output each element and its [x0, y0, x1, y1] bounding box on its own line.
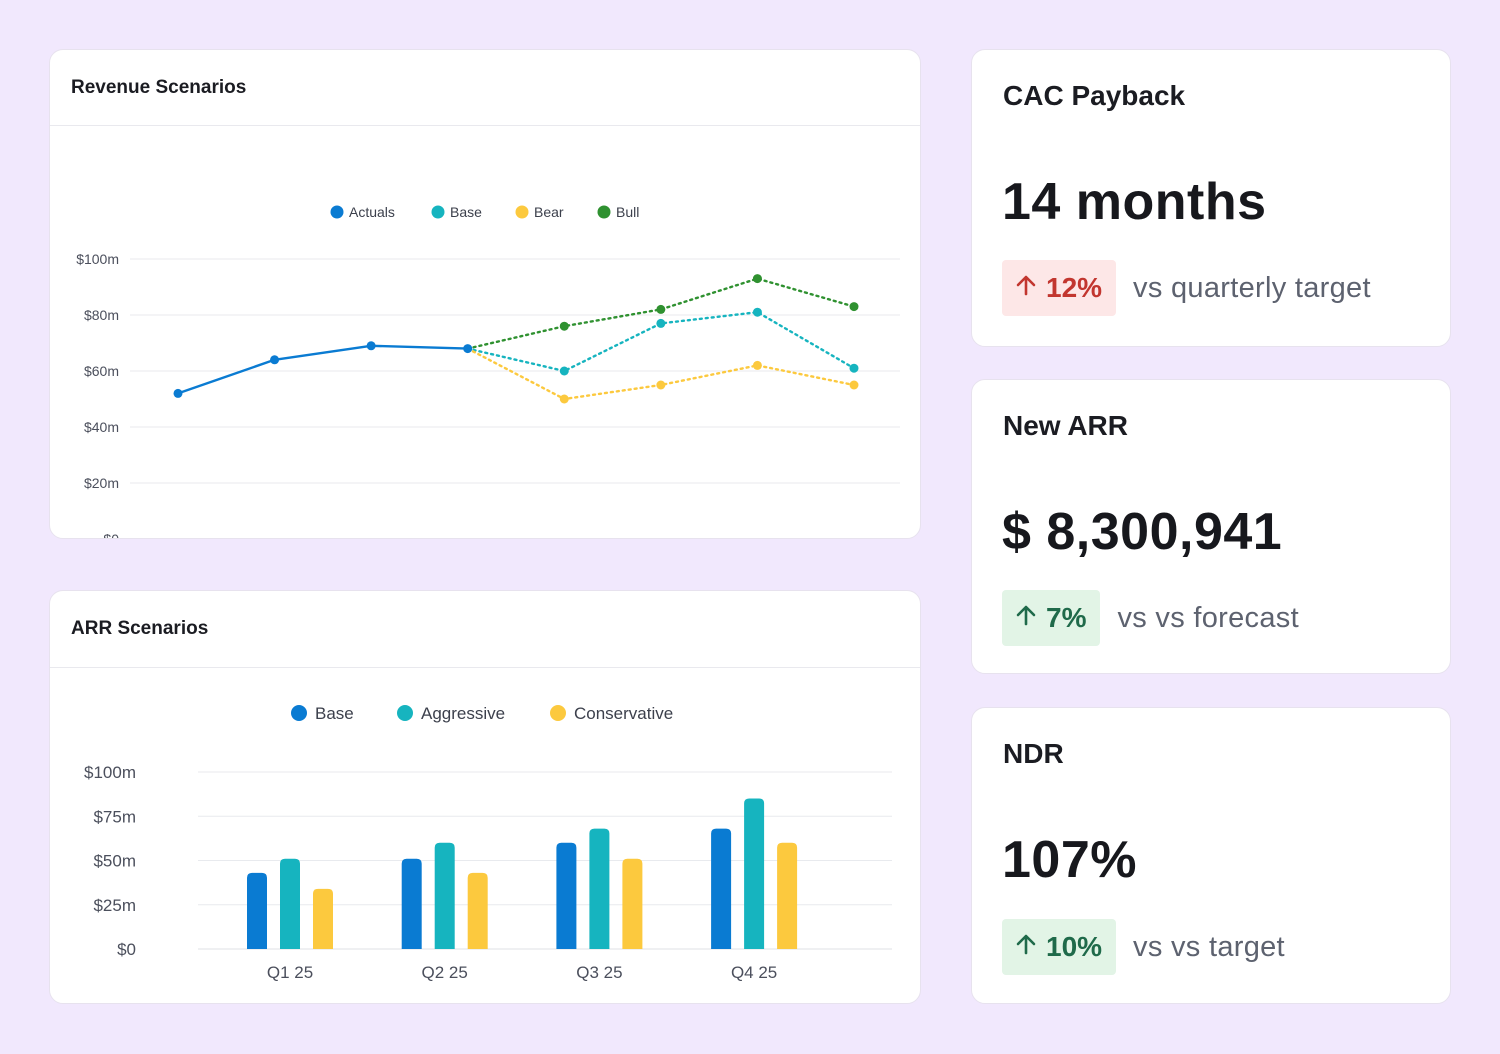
x-tick-label: Q1 25	[267, 963, 313, 982]
bar-conservative-q3-25	[622, 858, 643, 949]
y-tick-label: $50m	[93, 852, 136, 871]
arr-bar-chart: Base Aggressive Conservative $0 $25m $50m $75m…	[84, 704, 892, 982]
data-point-base	[752, 307, 762, 317]
legend-marker-aggressive	[397, 705, 413, 721]
arrow-up-icon	[1014, 272, 1038, 304]
x-tick-label: Q4 25	[731, 963, 777, 982]
kpi-card-cac-payback: CAC Payback 14 months 12% vs quarterly t…	[971, 49, 1451, 347]
data-point-bull	[656, 304, 666, 314]
legend-marker-bull	[597, 205, 611, 219]
kpi-title: CAC Payback	[1003, 80, 1186, 111]
legend-label-base: Base	[450, 204, 482, 220]
kpi-value: 14 months	[1002, 173, 1267, 231]
data-point-actuals	[463, 344, 473, 354]
kpi-title: New ARR	[1003, 410, 1128, 441]
y-tick-label: $0	[103, 531, 119, 539]
series-line-actuals	[177, 344, 468, 395]
change-badge: 10%	[1002, 919, 1117, 975]
kpi-change-row: 7% vs vs forecast	[1002, 590, 1299, 646]
arr-scenarios-title: ARR Scenarios	[50, 591, 920, 668]
legend-marker-base	[431, 205, 445, 219]
change-value: 10%	[1046, 931, 1103, 962]
data-point-bull	[559, 321, 569, 331]
revenue-scenarios-title: Revenue Scenarios	[50, 50, 920, 126]
y-tick-label: $60m	[84, 363, 119, 379]
bar-base-q2-25	[401, 858, 422, 949]
y-tick-label: $80m	[84, 307, 119, 323]
kpi-title: NDR	[1003, 738, 1064, 769]
data-point-base	[849, 363, 859, 373]
change-value: 12%	[1046, 272, 1103, 303]
x-tick-label: Q3 25	[576, 963, 622, 982]
legend-label-actuals: Actuals	[349, 204, 395, 220]
revenue-scenarios-card: Revenue Scenarios Actuals Base Bear Bull $0 $…	[49, 49, 921, 539]
legend-label-bear: Bear	[534, 204, 564, 220]
bar-aggressive-q1-25	[280, 858, 300, 949]
data-point-bull	[849, 302, 859, 312]
bar-conservative-q4-25	[777, 842, 798, 949]
y-tick-label: $40m	[84, 419, 119, 435]
data-point-bear	[752, 360, 762, 370]
legend-label-conservative: Conservative	[574, 704, 673, 723]
y-tick-label: $20m	[84, 475, 119, 491]
data-point-actuals	[366, 341, 376, 351]
bar-conservative-q1-25	[313, 888, 333, 949]
data-point-bear	[656, 380, 666, 390]
kpi-value: 107%	[1002, 831, 1137, 889]
y-tick-label: $25m	[93, 896, 136, 915]
series-line-bear	[466, 347, 856, 401]
bar-aggressive-q3-25	[589, 828, 610, 949]
kpi-change-row: 12% vs quarterly target	[1002, 260, 1371, 316]
bar-base-q1-25	[247, 872, 267, 949]
change-badge: 7%	[1002, 590, 1101, 646]
legend-label-bull: Bull	[616, 204, 639, 220]
data-point-bear	[849, 380, 859, 390]
y-tick-label: $0	[117, 940, 136, 959]
y-tick-label: $100m	[84, 763, 136, 782]
bar-base-q3-25	[556, 842, 577, 949]
data-point-base	[559, 366, 569, 376]
change-value: 7%	[1046, 602, 1087, 633]
change-note: vs quarterly target	[1133, 271, 1371, 304]
arrow-up-icon	[1014, 602, 1038, 634]
y-tick-label: $100m	[76, 251, 119, 267]
bar-aggressive-q2-25	[434, 842, 455, 949]
change-badge: 12%	[1002, 260, 1117, 316]
arrow-up-icon	[1014, 931, 1038, 963]
change-note: vs vs target	[1133, 930, 1285, 963]
data-point-actuals	[173, 388, 183, 398]
x-tick-label: Q2 25	[422, 963, 468, 982]
data-point-bear	[559, 394, 569, 404]
legend-marker-actuals	[330, 205, 344, 219]
change-note: vs vs forecast	[1117, 601, 1299, 634]
legend-marker-bear	[515, 205, 529, 219]
legend-marker-conservative	[550, 705, 566, 721]
legend-marker-base	[291, 705, 307, 721]
kpi-value: $ 8,300,941	[1002, 503, 1283, 561]
revenue-line-chart: Actuals Base Bear Bull $0 $20m $40m $60m $80m $10…	[76, 204, 900, 539]
data-point-bull	[752, 274, 762, 284]
y-tick-label: $75m	[93, 807, 136, 826]
bar-conservative-q2-25	[467, 872, 488, 949]
legend-label-base: Base	[315, 704, 354, 723]
arr-scenarios-card: ARR Scenarios Base Aggressive Conservative…	[49, 590, 921, 1004]
bar-base-q4-25	[711, 828, 732, 949]
kpi-change-row: 10% vs vs target	[1002, 919, 1285, 975]
legend-label-aggressive: Aggressive	[421, 704, 505, 723]
kpi-card-new-arr: New ARR $ 8,300,941 7% vs vs forecast	[971, 379, 1451, 674]
kpi-card-ndr: NDR 107% 10% vs vs target	[971, 707, 1451, 1004]
data-point-actuals	[270, 355, 280, 365]
bar-aggressive-q4-25	[744, 798, 765, 949]
data-point-base	[656, 318, 666, 328]
